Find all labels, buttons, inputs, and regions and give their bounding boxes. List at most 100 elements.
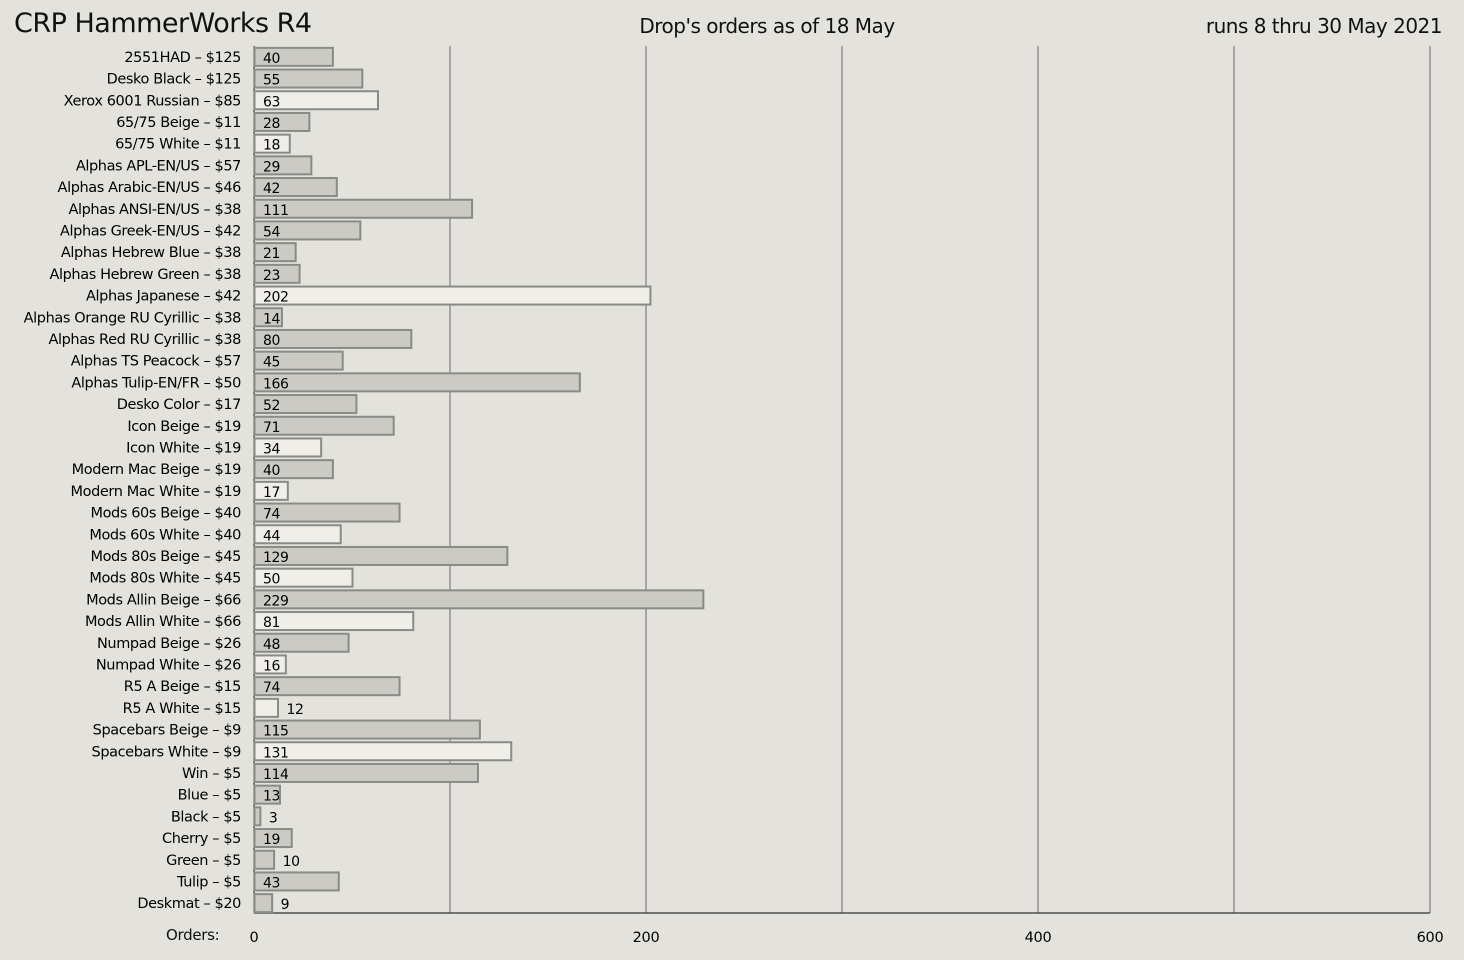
data-label: 29 bbox=[263, 159, 280, 175]
category-label: Icon Beige – $19 bbox=[127, 419, 241, 435]
data-label: 17 bbox=[263, 485, 280, 501]
data-label: 115 bbox=[263, 724, 289, 740]
data-label: 52 bbox=[263, 398, 280, 414]
data-label: 14 bbox=[263, 311, 281, 327]
data-label: 114 bbox=[263, 767, 289, 783]
bar bbox=[253, 263, 301, 284]
category-label: Alphas Arabic-EN/US – $46 bbox=[58, 180, 242, 196]
bar bbox=[253, 828, 293, 849]
bar bbox=[253, 545, 509, 566]
data-label: 40 bbox=[263, 463, 280, 479]
chart-title: CRP HammerWorks R4 bbox=[14, 8, 312, 39]
bar bbox=[253, 741, 513, 762]
category-label: Alphas Orange RU Cyrillic – $38 bbox=[24, 310, 242, 326]
data-label: 74 bbox=[263, 507, 281, 523]
bar bbox=[253, 198, 474, 219]
bar bbox=[253, 849, 276, 870]
category-label: Mods 60s Beige – $40 bbox=[90, 506, 241, 522]
bar bbox=[253, 111, 311, 132]
category-label: Blue – $5 bbox=[178, 788, 241, 804]
data-label: 34 bbox=[263, 441, 281, 457]
data-label: 16 bbox=[263, 658, 281, 674]
bar bbox=[253, 567, 354, 588]
category-label: Alphas TS Peacock – $57 bbox=[71, 354, 241, 370]
data-label: 74 bbox=[263, 680, 281, 696]
data-label: 13 bbox=[263, 789, 280, 805]
bar bbox=[253, 676, 401, 697]
data-label: 48 bbox=[263, 637, 280, 653]
bar bbox=[253, 242, 297, 263]
data-label: 80 bbox=[263, 333, 280, 349]
category-label: Win – $5 bbox=[182, 766, 241, 782]
bar bbox=[253, 46, 334, 67]
category-label: 65/75 Beige – $11 bbox=[116, 115, 241, 131]
bar bbox=[253, 480, 289, 501]
chart-subtitle: Drop's orders as of 18 May bbox=[639, 14, 895, 38]
category-label: Desko Black – $125 bbox=[107, 72, 241, 88]
bar bbox=[253, 285, 652, 306]
bar bbox=[253, 415, 395, 436]
bar bbox=[253, 307, 283, 328]
data-label: 229 bbox=[263, 593, 289, 609]
bar bbox=[253, 589, 705, 610]
data-label: 71 bbox=[263, 420, 280, 436]
data-label: 9 bbox=[281, 897, 290, 913]
bar bbox=[253, 806, 262, 827]
data-label: 63 bbox=[263, 94, 280, 110]
data-label: 3 bbox=[269, 810, 278, 826]
category-label: Alphas Tulip-EN/FR – $50 bbox=[71, 375, 241, 391]
data-label: 55 bbox=[263, 73, 280, 89]
data-label: 131 bbox=[263, 745, 289, 761]
category-label: Alphas Red RU Cyrillic – $38 bbox=[48, 332, 241, 348]
data-label: 12 bbox=[287, 702, 304, 718]
category-label: Modern Mac Beige – $19 bbox=[72, 462, 242, 478]
data-label: 40 bbox=[263, 51, 280, 67]
bar bbox=[253, 611, 415, 632]
data-label: 44 bbox=[263, 528, 281, 544]
bar bbox=[253, 697, 280, 718]
bar bbox=[253, 459, 334, 480]
data-label: 43 bbox=[263, 875, 280, 891]
run-dates: runs 8 thru 30 May 2021 bbox=[1205, 14, 1443, 38]
bar bbox=[253, 394, 358, 415]
category-label: 2551HAD – $125 bbox=[124, 50, 241, 66]
category-label: Black – $5 bbox=[171, 809, 241, 825]
bar bbox=[253, 372, 581, 393]
category-label: Modern Mac White – $19 bbox=[71, 484, 242, 500]
category-label: Alphas Japanese – $42 bbox=[86, 289, 241, 305]
bar bbox=[253, 654, 287, 675]
bar bbox=[253, 524, 342, 545]
category-label: Alphas Greek-EN/US – $42 bbox=[60, 223, 241, 239]
bar bbox=[253, 133, 291, 154]
category-label: Icon White – $19 bbox=[126, 440, 241, 456]
category-label: Cherry – $5 bbox=[162, 831, 241, 847]
bar bbox=[253, 784, 281, 805]
bar bbox=[253, 68, 364, 89]
x-tick-label: 400 bbox=[1025, 930, 1052, 946]
bar bbox=[253, 502, 401, 523]
data-label: 28 bbox=[263, 116, 280, 132]
category-label: R5 A White – $15 bbox=[123, 701, 241, 717]
x-tick-label: 0 bbox=[250, 930, 259, 946]
bar bbox=[253, 328, 413, 349]
category-label: Alphas Hebrew Blue – $38 bbox=[61, 245, 241, 261]
category-label: Desko Color – $17 bbox=[117, 397, 241, 413]
category-label: Mods 80s White – $45 bbox=[89, 571, 241, 587]
category-label: Mods 80s Beige – $45 bbox=[90, 549, 241, 565]
data-label: 45 bbox=[263, 355, 280, 371]
category-label: Spacebars Beige – $9 bbox=[93, 723, 242, 739]
data-label: 202 bbox=[263, 290, 289, 306]
x-axis-label: Orders: bbox=[166, 926, 220, 944]
bar bbox=[253, 155, 313, 176]
bar bbox=[253, 871, 340, 892]
bar bbox=[253, 893, 274, 914]
category-label: Spacebars White – $9 bbox=[92, 744, 242, 760]
category-label: 65/75 White – $11 bbox=[115, 137, 241, 153]
category-label: Alphas APL-EN/US – $57 bbox=[76, 158, 241, 174]
plot-area: 2551HAD – $125 40 Desko Black – $125 55 Xero… bbox=[24, 46, 1444, 946]
category-label: R5 A Beige – $15 bbox=[124, 679, 241, 695]
category-label: Xerox 6001 Russian – $85 bbox=[64, 93, 241, 109]
x-tick-label: 200 bbox=[633, 930, 660, 946]
data-label: 166 bbox=[263, 376, 289, 392]
